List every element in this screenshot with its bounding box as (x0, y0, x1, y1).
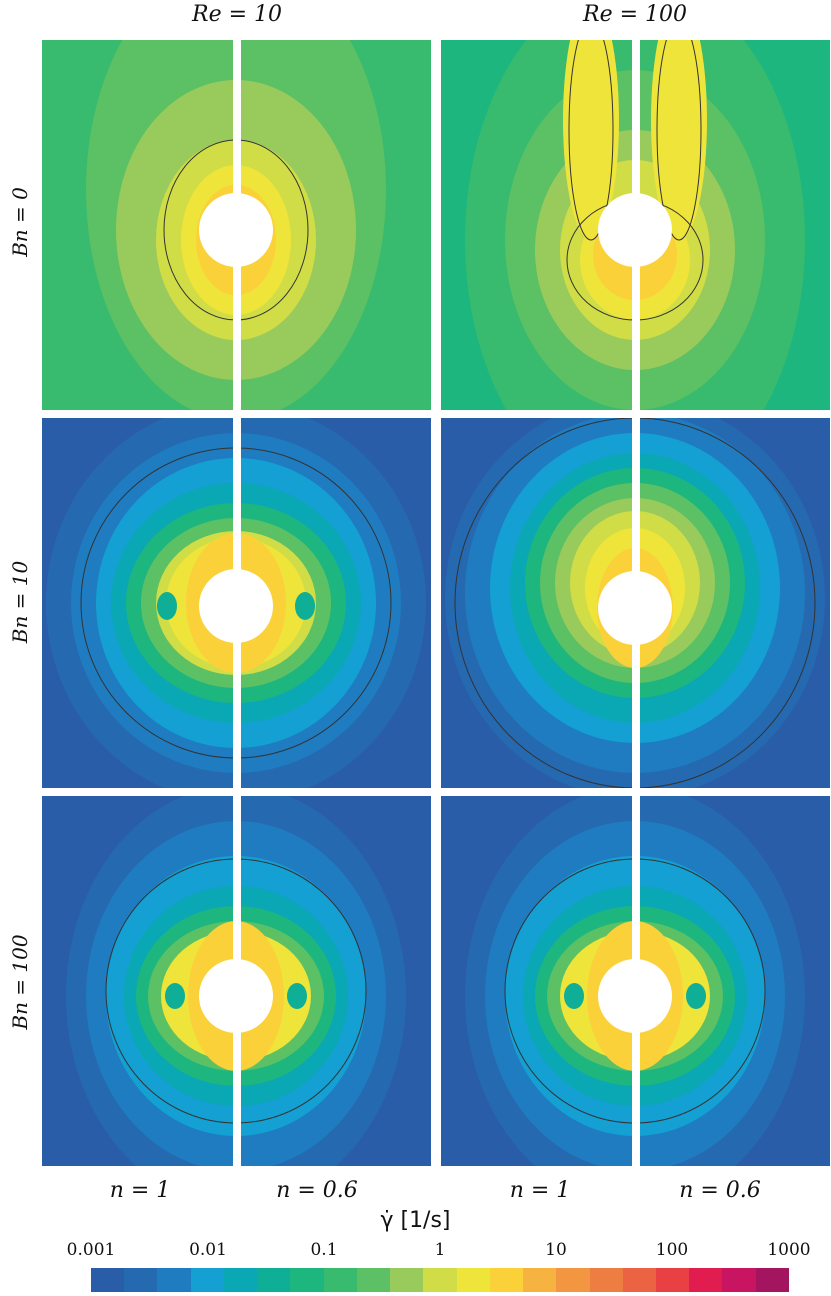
panel-bn10-re10 (42, 418, 431, 788)
half-label-n06-re10: n = 0.6 (276, 1178, 358, 1203)
colorbar-swatch (223, 1268, 258, 1292)
colorbar-swatch (323, 1268, 357, 1292)
half-label-n1-re10: n = 1 (109, 1178, 171, 1203)
colorbar-tick: 0.1 (310, 1240, 338, 1260)
colorbar-swatch (523, 1268, 557, 1292)
colorbar-swatch (589, 1268, 623, 1292)
colorbar-swatch (390, 1268, 424, 1292)
colorbar-swatch (157, 1268, 191, 1292)
colorbar-tick: 10 (545, 1240, 567, 1260)
colorbar-swatch (124, 1268, 158, 1292)
colorbar-swatch (456, 1268, 490, 1292)
panel-bn100-re10 (42, 796, 431, 1166)
colorbar-tick: 100 (655, 1240, 689, 1260)
column-title-re100: Re = 100 (583, 2, 687, 27)
panel-bn10-re100 (441, 418, 830, 788)
row-label-bn10: Bn = 10 (8, 560, 32, 644)
colorbar-swatch (755, 1268, 789, 1292)
colorbar-swatch (257, 1268, 291, 1292)
colorbar-swatch (190, 1268, 224, 1292)
colorbar-tick: 1000 (767, 1240, 811, 1260)
half-label-n06-re100: n = 0.6 (679, 1178, 761, 1203)
row-label-bn100: Bn = 100 (8, 934, 32, 1030)
colorbar (91, 1268, 789, 1292)
colorbar-tick: 1 (434, 1240, 446, 1260)
panel-bn0-re10 (42, 40, 431, 410)
colorbar-swatch (91, 1268, 125, 1292)
colorbar-title: γ̇ [1/s] (380, 1208, 451, 1233)
row-label-bn0: Bn = 0 (8, 187, 32, 257)
half-label-n1-re100: n = 1 (509, 1178, 571, 1203)
column-title-re10: Re = 10 (192, 2, 282, 27)
colorbar-swatch (689, 1268, 723, 1292)
colorbar-swatch (489, 1268, 524, 1292)
panel-bn0-re100 (441, 40, 830, 410)
colorbar-swatch (423, 1268, 457, 1292)
panel-bn100-re100 (441, 796, 830, 1166)
colorbar-swatch (290, 1268, 324, 1292)
colorbar-swatch (556, 1268, 590, 1292)
colorbar-swatch (722, 1268, 756, 1292)
colorbar-swatch (655, 1268, 690, 1292)
colorbar-tick: 0.01 (189, 1240, 227, 1260)
colorbar-tick: 0.001 (66, 1240, 116, 1260)
colorbar-swatch (356, 1268, 391, 1292)
colorbar-swatch (622, 1268, 656, 1292)
